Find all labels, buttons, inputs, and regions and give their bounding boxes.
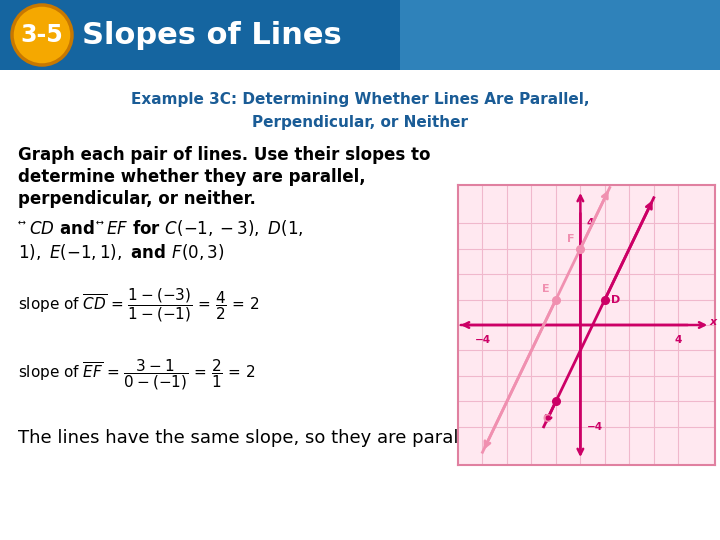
Text: D: D xyxy=(611,294,620,305)
Text: Example 3C: Determining Whether Lines Are Parallel,: Example 3C: Determining Whether Lines Ar… xyxy=(131,92,589,107)
Text: slope of $\overline{CD}$ = $\dfrac{1-(-3)}{1-(-1)}$ = $\dfrac{4}{2}$ = 2: slope of $\overline{CD}$ = $\dfrac{1-(-3… xyxy=(18,286,259,324)
Text: slope of $\overline{EF}$ = $\dfrac{3-1}{0-(-1)}$ = $\dfrac{2}{1}$ = 2: slope of $\overline{EF}$ = $\dfrac{3-1}{… xyxy=(18,357,256,393)
Text: 3-5: 3-5 xyxy=(21,23,63,47)
Ellipse shape xyxy=(12,5,72,65)
Text: perpendicular, or neither.: perpendicular, or neither. xyxy=(18,190,256,208)
Text: Graph each pair of lines. Use their slopes to: Graph each pair of lines. Use their slop… xyxy=(18,146,431,164)
Text: Holt Mc.Dougal Geometry: Holt Mc.Dougal Geometry xyxy=(14,515,167,528)
Text: $\overleftrightarrow{CD}$ and $\overleftrightarrow{EF}$ for $\mathit{C}$$(-1, -3: $\overleftrightarrow{CD}$ and $\overleft… xyxy=(18,218,304,238)
Text: Copyright © by Holt Mc Dougal. All Rights Reserved.: Copyright © by Holt Mc Dougal. All Right… xyxy=(431,516,706,526)
Text: The lines have the same slope, so they are parallel.: The lines have the same slope, so they a… xyxy=(18,429,485,447)
Text: 4: 4 xyxy=(675,335,682,345)
Text: E: E xyxy=(542,285,550,294)
FancyBboxPatch shape xyxy=(0,0,720,70)
Text: −4: −4 xyxy=(474,335,490,345)
Text: $\mathit{1}),$ $\mathit{E}$$(-1, 1),$ and $\mathit{F}$$(0, 3)$: $\mathit{1}),$ $\mathit{E}$$(-1, 1),$ an… xyxy=(18,242,225,262)
Text: −4: −4 xyxy=(587,422,603,432)
Text: F: F xyxy=(567,233,575,244)
Text: Perpendicular, or Neither: Perpendicular, or Neither xyxy=(252,114,468,130)
Text: 4: 4 xyxy=(587,218,594,228)
Text: Slopes of Lines: Slopes of Lines xyxy=(82,21,342,50)
Text: determine whether they are parallel,: determine whether they are parallel, xyxy=(18,168,366,186)
FancyBboxPatch shape xyxy=(400,0,720,70)
Text: C: C xyxy=(543,414,551,424)
Text: x: x xyxy=(709,318,716,327)
